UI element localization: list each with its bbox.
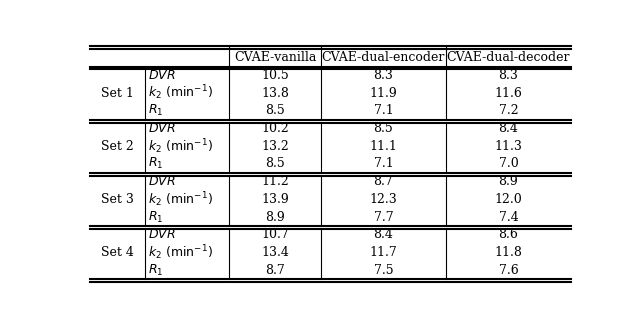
Text: 8.4: 8.4	[374, 228, 394, 241]
Text: 10.7: 10.7	[261, 228, 289, 241]
Text: 8.7: 8.7	[374, 175, 393, 188]
Text: 8.3: 8.3	[499, 69, 518, 82]
Text: $R_1$: $R_1$	[148, 103, 163, 118]
Text: $DVR$: $DVR$	[148, 175, 175, 188]
Text: 8.7: 8.7	[265, 263, 285, 277]
Text: 8.4: 8.4	[499, 122, 518, 135]
Text: 13.2: 13.2	[261, 140, 289, 153]
Text: 7.1: 7.1	[374, 157, 393, 170]
Text: 11.6: 11.6	[495, 86, 522, 100]
Text: 7.4: 7.4	[499, 211, 518, 224]
Text: Set 3: Set 3	[101, 193, 134, 206]
Text: CVAE-dual-decoder: CVAE-dual-decoder	[447, 51, 570, 64]
Text: 8.9: 8.9	[499, 175, 518, 188]
Text: 8.3: 8.3	[374, 69, 394, 82]
Text: 7.5: 7.5	[374, 263, 393, 277]
Text: CVAE-dual-encoder: CVAE-dual-encoder	[322, 51, 445, 64]
Text: 8.6: 8.6	[499, 228, 518, 241]
Text: $DVR$: $DVR$	[148, 69, 175, 82]
Text: 11.9: 11.9	[369, 86, 397, 100]
Text: CVAE-vanilla: CVAE-vanilla	[234, 51, 316, 64]
Text: $k_2\ (\mathrm{min}^{-1})$: $k_2\ (\mathrm{min}^{-1})$	[148, 137, 212, 156]
Text: 11.7: 11.7	[369, 246, 397, 259]
Text: 12.3: 12.3	[369, 193, 397, 206]
Text: $k_2\ (\mathrm{min}^{-1})$: $k_2\ (\mathrm{min}^{-1})$	[148, 84, 212, 102]
Text: 8.5: 8.5	[265, 104, 285, 117]
Text: $DVR$: $DVR$	[148, 122, 175, 135]
Text: 10.2: 10.2	[261, 122, 289, 135]
Text: 13.8: 13.8	[261, 86, 289, 100]
Text: $DVR$: $DVR$	[148, 228, 175, 241]
Text: $R_1$: $R_1$	[148, 156, 163, 171]
Text: Set 4: Set 4	[101, 246, 134, 259]
Text: $k_2\ (\mathrm{min}^{-1})$: $k_2\ (\mathrm{min}^{-1})$	[148, 243, 212, 262]
Text: 7.2: 7.2	[499, 104, 518, 117]
Text: $R_1$: $R_1$	[148, 263, 163, 278]
Text: 11.3: 11.3	[495, 140, 522, 153]
Text: 13.9: 13.9	[261, 193, 289, 206]
Text: 7.1: 7.1	[374, 104, 393, 117]
Text: 11.2: 11.2	[261, 175, 289, 188]
Text: Set 1: Set 1	[101, 86, 134, 100]
Text: 11.8: 11.8	[495, 246, 522, 259]
Text: 12.0: 12.0	[495, 193, 522, 206]
Text: 7.7: 7.7	[374, 211, 393, 224]
Text: 8.5: 8.5	[265, 157, 285, 170]
Text: 11.1: 11.1	[369, 140, 397, 153]
Text: $k_2\ (\mathrm{min}^{-1})$: $k_2\ (\mathrm{min}^{-1})$	[148, 190, 212, 209]
Text: 13.4: 13.4	[261, 246, 289, 259]
Text: 10.5: 10.5	[261, 69, 289, 82]
Text: $R_1$: $R_1$	[148, 210, 163, 225]
Text: 8.5: 8.5	[374, 122, 393, 135]
Text: Set 2: Set 2	[101, 140, 134, 153]
Text: 7.6: 7.6	[499, 263, 518, 277]
Text: 7.0: 7.0	[499, 157, 518, 170]
Text: 8.9: 8.9	[265, 211, 285, 224]
